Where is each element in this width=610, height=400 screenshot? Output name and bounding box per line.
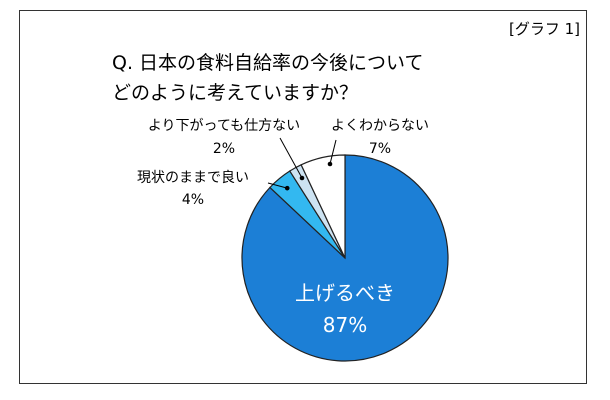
leader-line-2 — [279, 137, 303, 179]
pie-slice-0 — [241, 154, 449, 362]
leader-dot-3 — [327, 161, 333, 167]
slice-value-0: 87% — [323, 313, 367, 337]
slice-value-1: 4% — [182, 192, 204, 208]
leader-dot-2 — [299, 175, 305, 181]
figure-tag: [グラフ 1] — [508, 20, 580, 38]
slice-value-2: 2% — [213, 141, 235, 157]
slice-value-3: 7% — [369, 141, 391, 157]
title-line-1: Q. 日本の食料自給率の今後について — [112, 52, 424, 74]
chart-title: Q. 日本の食料自給率の今後について どのように考えていますか？ — [112, 48, 423, 108]
slice-label-1: 現状のままで良い — [137, 170, 249, 186]
slice-label-0: 上げるべき — [295, 281, 395, 305]
pie-slice-3 — [300, 154, 346, 259]
leader-line-3 — [329, 139, 337, 165]
chart-frame — [19, 10, 587, 384]
leader-dot-1 — [284, 185, 290, 191]
leader-line-1 — [267, 182, 288, 189]
slice-label-2: より下がっても仕方ない — [148, 118, 300, 134]
slice-label-3: よくわからない — [331, 118, 429, 134]
title-line-2: どのように考えていますか？ — [112, 82, 359, 104]
